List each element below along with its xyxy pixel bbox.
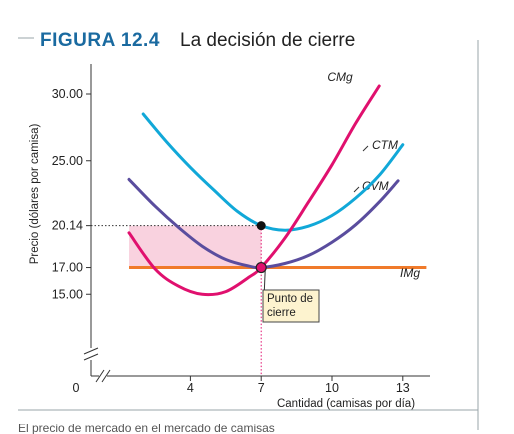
curve-cmg <box>127 84 381 297</box>
x-tick-label-3: 10 <box>325 381 339 395</box>
y-axis-break-1 <box>83 347 99 355</box>
callout-text-line2: cierre <box>267 307 296 319</box>
x-axis-label: Cantidad (camisas por día) <box>277 398 415 410</box>
point-shutdown <box>255 261 267 274</box>
y-tick-label-2: 20.14 <box>52 219 83 233</box>
y-tick-label-1: 25.00 <box>52 154 83 168</box>
callout-text-line1: Punto de <box>267 293 313 305</box>
cvm-leader <box>353 186 360 193</box>
loss-area <box>129 225 262 268</box>
curve-label-ctm: CTM <box>372 138 398 152</box>
curve-ctm <box>141 112 405 232</box>
plot-area: 30.00 25.00 20.14 17.00 15.00 0 4 7 10 13 Cantidad… <box>29 64 430 410</box>
x-tick-label-4: 13 <box>396 381 410 395</box>
x-tick-label-1: 4 <box>187 381 194 395</box>
figure-title: La decisión de cierre <box>180 30 355 51</box>
x-axis-break-1 <box>95 369 105 383</box>
x-tick-label-0: 0 <box>73 381 80 395</box>
y-tick-label-0: 30.00 <box>52 87 83 101</box>
curve-label-cmg: CMg <box>327 70 353 84</box>
caption-partial: El precio de mercado en el mercado de ca… <box>18 421 275 434</box>
y-axis-break-2 <box>83 353 99 361</box>
y-tick-label-4: 15.00 <box>52 287 83 301</box>
figure-number: FIGURA 12.4 <box>40 30 160 51</box>
x-tick-label-2: 7 <box>258 381 265 395</box>
curve-label-cvm: CVM <box>362 179 389 193</box>
curve-label-img: IMg <box>400 266 420 280</box>
x-axis-break-2 <box>101 369 111 383</box>
y-axis-label: Precio (dólares por camisa) <box>29 124 41 265</box>
callout-box <box>262 289 320 323</box>
y-tick-label-3: 17.00 <box>52 261 83 275</box>
point-ctm-min <box>256 221 266 231</box>
ctm-leader <box>362 145 369 152</box>
